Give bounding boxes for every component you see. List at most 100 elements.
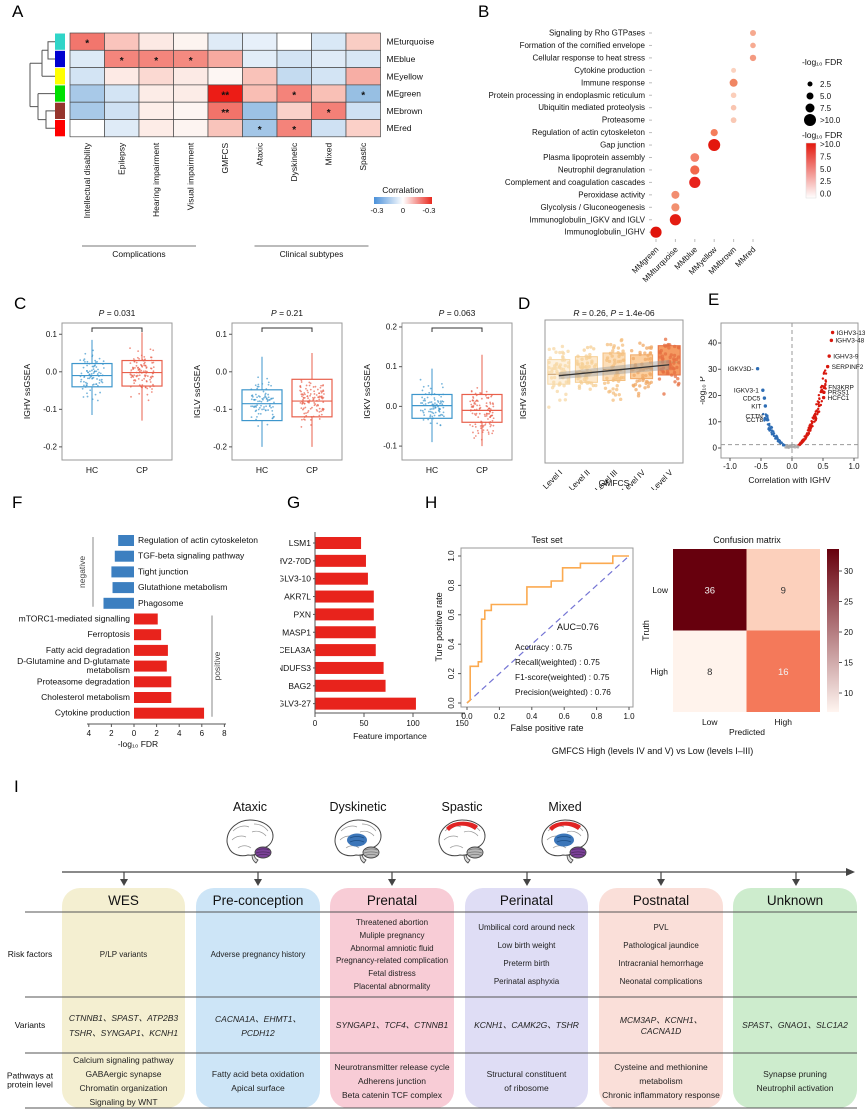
panel-g: G LSM1 IGHV2-70D IGLV3-10 AKR7L PXN MASP1 CELA…: [280, 490, 472, 752]
svg-text:1.0: 1.0: [447, 550, 456, 562]
svg-text:-0.3: -0.3: [423, 206, 436, 215]
svg-text:150: 150: [455, 719, 469, 728]
svg-text:Low: Low: [702, 717, 718, 727]
model-caption: GMFCS High (levels IV and V) vs Low (lev…: [551, 746, 754, 756]
svg-text:-log₁₀ FDR: -log₁₀ FDR: [118, 739, 158, 749]
svg-text:7.5: 7.5: [820, 104, 832, 113]
svg-text:Dyskinetic: Dyskinetic: [330, 800, 387, 814]
svg-text:mTORC1-mediated signalling: mTORC1-mediated signalling: [19, 614, 131, 624]
svg-text:*: *: [85, 39, 89, 50]
svg-text:100: 100: [406, 719, 420, 728]
svg-text:Complement and coagulation cas: Complement and coagulation cascades: [505, 178, 645, 187]
svg-text:MEgreen: MEgreen: [387, 89, 422, 99]
panel-e: E IGHV3-13 IGHV3-48 IGHV3-9 SERPINF2 FN3KRP P…: [700, 285, 865, 500]
pathways-cell: Calcium signaling pathway GABAergic synap…: [73, 1054, 174, 1107]
svg-text:IGKV3D-: IGKV3D-: [728, 366, 754, 373]
pathways-cell: Synapse pruning Neutrophil activation: [756, 1068, 834, 1093]
color-legend: -log₁₀ FDR>10.0 7.5 5.0 2.5 0.0: [802, 130, 842, 199]
svg-text:Complications: Complications: [112, 249, 165, 259]
module-color-strip: [55, 33, 65, 137]
column-header: Unknown: [766, 893, 824, 908]
svg-text:MEyellow: MEyellow: [387, 71, 424, 81]
variants-cell: CACNA1A、EHMT1、 PCDH12: [215, 1013, 301, 1038]
svg-text:FN3KRP: FN3KRP: [828, 384, 854, 391]
svg-text:AUC=0.76: AUC=0.76: [557, 622, 599, 632]
svg-text:Gap junction: Gap junction: [600, 141, 645, 150]
svg-text:20: 20: [708, 391, 717, 400]
svg-text:IGHV ssGSEA: IGHV ssGSEA: [22, 364, 32, 420]
svg-text:0: 0: [313, 719, 318, 728]
risk-factors-cell: P/LP variants: [99, 950, 148, 959]
svg-text:R = 0.26, P = 1.4e-06: R = 0.26, P = 1.4e-06: [573, 308, 655, 318]
svg-text:-0.1: -0.1: [43, 405, 57, 414]
variants-cell: CTNNB1、SPAST、ATP2B3 TSHR、SYNGAP1、KCNH1: [68, 1012, 179, 1038]
column-header: Perinatal: [499, 893, 554, 908]
svg-text:2: 2: [154, 729, 159, 738]
svg-text:CTTN: CTTN: [746, 413, 764, 420]
svg-text:Level II: Level II: [567, 468, 592, 490]
svg-text:HC: HC: [86, 465, 98, 475]
svg-text:Proteasome degradation: Proteasome degradation: [37, 676, 130, 686]
svg-text:negative: negative: [77, 556, 87, 588]
dots: [650, 30, 757, 238]
svg-text:Ubiquitin mediated proteolysis: Ubiquitin mediated proteolysis: [538, 103, 645, 112]
svg-text:Phagosome: Phagosome: [138, 598, 184, 608]
svg-text:High: High: [651, 666, 669, 676]
svg-text:1.0: 1.0: [623, 712, 635, 721]
svg-text:Ataxic: Ataxic: [255, 142, 265, 166]
brain-icon-spastic: [438, 819, 486, 864]
svg-text:2: 2: [109, 729, 114, 738]
svg-text:F1-score(weighted) : 0.75: F1-score(weighted) : 0.75: [515, 672, 610, 682]
svg-text:**: **: [221, 91, 229, 102]
etiology-diagram-overlay: Risk factors Variants Pathways at protein l…: [7, 800, 857, 1109]
svg-text:IGKV ssGSEA: IGKV ssGSEA: [362, 364, 372, 419]
svg-text:2.5: 2.5: [820, 80, 832, 89]
svg-text:4: 4: [177, 729, 182, 738]
column-header: Pre-conception: [212, 893, 304, 908]
svg-text:>10.0: >10.0: [820, 116, 841, 125]
svg-text:HC: HC: [426, 465, 438, 475]
svg-text:Accuracy : 0.75: Accuracy : 0.75: [515, 642, 573, 652]
svg-text:9: 9: [781, 585, 786, 596]
svg-text:8: 8: [222, 729, 227, 738]
svg-text:Cytokine production: Cytokine production: [574, 66, 645, 75]
svg-text:2.5: 2.5: [820, 177, 832, 186]
svg-text:6: 6: [200, 729, 205, 738]
svg-text:MMred: MMred: [733, 245, 757, 269]
svg-text:IGHV3-48: IGHV3-48: [835, 338, 864, 345]
svg-text:Epilepsy: Epilepsy: [117, 142, 127, 175]
svg-text:HC: HC: [256, 465, 268, 475]
svg-text:0.8: 0.8: [447, 579, 456, 591]
svg-text:*: *: [154, 56, 158, 67]
svg-text:Neutrophil degranulation: Neutrophil degranulation: [558, 165, 645, 174]
panel-h: H Test set 0.0 0.0 0.2 0.2 0.4 0.4 0.6 0.6 0.8 0.8…: [420, 490, 865, 775]
svg-text:0.5: 0.5: [817, 462, 829, 471]
panel-letter-c: C: [14, 294, 27, 313]
svg-text:-log₁₀ FDR: -log₁₀ FDR: [802, 57, 842, 67]
svg-text:PRSS1: PRSS1: [828, 390, 850, 397]
column-pre-conception: Pre-conception Adverse pregnancy history C…: [196, 888, 320, 1108]
pathways-cell: Cysteine and methionine metabolism Chronic…: [602, 1061, 720, 1100]
svg-text:GMFCS: GMFCS: [220, 142, 230, 173]
svg-text:IGLV3-10: IGLV3-10: [280, 574, 311, 584]
panel-b: B Signaling by Rho GTPases Formation of t…: [430, 0, 865, 290]
variants-cell: SYNGAP1、TCF4、CTNNB1: [335, 1020, 449, 1030]
svg-text:30: 30: [844, 567, 853, 576]
svg-text:-0.3: -0.3: [371, 206, 384, 215]
svg-text:15: 15: [844, 659, 853, 668]
panel-letter-b: B: [478, 2, 490, 21]
size-legend: -log₁₀ FDR 2.5 5.0 7.5 >10.0: [802, 57, 842, 126]
panel-letter-g: G: [287, 493, 301, 512]
svg-text:Ferroptosis: Ferroptosis: [87, 629, 130, 639]
variants-cell: SPAST、GNAO1、SLC1A2: [742, 1020, 848, 1030]
svg-text:-log₁₀ FDR: -log₁₀ FDR: [802, 130, 842, 140]
svg-text:CP: CP: [306, 465, 318, 475]
module-trait-heatmap: MEturquoise MEblue MEyellow MEgreen MEbrown M…: [29, 32, 436, 259]
svg-text:P = 0.031: P = 0.031: [99, 308, 136, 318]
svg-text:8: 8: [707, 667, 712, 678]
dendrogram: [29, 41, 56, 129]
